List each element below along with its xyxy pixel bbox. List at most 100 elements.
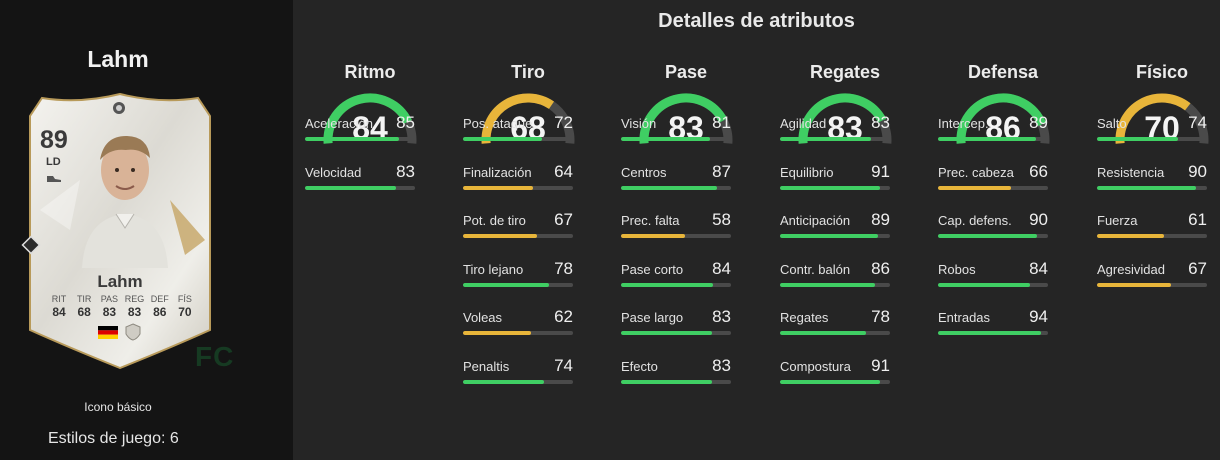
attribute-value: 89	[871, 210, 890, 229]
card-stat-label: TIR	[76, 294, 92, 304]
attribute-row: Compostura 91	[780, 356, 905, 389]
gauge-fill	[639, 93, 728, 144]
card-stats: RIT 84 TIR 68 PAS 83 REG 83 DEF 86 FÍS 7…	[48, 294, 196, 319]
card-stat: DEF 86	[149, 294, 171, 319]
attribute-name: Equilibrio	[780, 164, 834, 180]
attribute-bar-fill	[938, 185, 1011, 190]
attribute-value: 67	[1188, 258, 1207, 278]
attribute-bar-track	[938, 282, 1048, 287]
card-stat-value: 83	[127, 305, 142, 319]
attribute-bar-track	[621, 282, 731, 287]
attribute-value: 86	[871, 258, 890, 278]
attribute-row: Tiro lejano 78	[463, 259, 588, 292]
attribute-bar-track	[621, 379, 731, 384]
attribute-bar-track	[780, 185, 890, 190]
gauge-fill	[798, 93, 887, 144]
attribute-value: 83	[712, 307, 731, 326]
card-player-name: Lahm	[97, 272, 143, 291]
attribute-name: Intercep.	[938, 116, 989, 131]
germany-flag-icon	[98, 326, 118, 339]
attribute-bar-fill	[463, 331, 532, 335]
attribute-bar-track	[938, 331, 1048, 335]
category-gauge	[956, 93, 1050, 144]
gauge-fill	[956, 93, 1047, 144]
attribute-row: Velocidad 83	[305, 162, 430, 195]
attribute-bar-track	[1097, 234, 1207, 238]
attribute-row: Resistencia 90	[1097, 162, 1220, 195]
attribute-value: 89	[1029, 113, 1048, 132]
attribute-value: 74	[1188, 113, 1207, 132]
attribute-name: Penaltis	[463, 358, 510, 374]
gauge-fill	[323, 93, 412, 144]
card-stat: TIR 68	[73, 294, 95, 319]
attribute-value: 58	[712, 210, 731, 229]
attribute-value: 62	[554, 307, 573, 326]
attribute-bar-track	[463, 137, 573, 141]
attribute-row: Cap. defens. 90	[938, 210, 1063, 243]
card-rating: 89	[40, 126, 68, 154]
attribute-bar-track	[463, 331, 573, 335]
attribute-bar-track	[938, 185, 1048, 190]
attribute-row: Aceleración 85	[305, 113, 430, 146]
attribute-bar-fill	[621, 282, 714, 287]
attribute-bar-fill	[463, 282, 549, 287]
attribute-value: 72	[554, 113, 573, 132]
attribute-bar-fill	[938, 282, 1031, 287]
attribute-row: Centros 87	[621, 162, 746, 195]
attribute-value: 66	[1029, 161, 1048, 181]
attribute-row: Pot. de tiro 67	[463, 210, 588, 243]
attribute-bar-track	[463, 282, 573, 287]
card-version-label: Icono básico	[84, 400, 152, 414]
player-card[interactable]: 89 LD Lahm RIT 84 TIR 68	[20, 90, 220, 372]
attribute-bar-fill	[780, 234, 878, 238]
attribute-row: Visión 81	[621, 113, 746, 146]
attribute-name: Prec. falta	[621, 213, 680, 228]
category-gauge	[323, 93, 417, 144]
attribute-row: Voleas 62	[463, 307, 588, 340]
attribute-name: Anticipación	[780, 213, 851, 228]
attribute-bar-fill	[780, 185, 881, 190]
attribute-bar-track	[780, 137, 890, 141]
attribute-value: 67	[554, 210, 573, 229]
card-position: LD	[46, 156, 61, 168]
card-stat-value: 84	[52, 305, 66, 319]
attribute-value: 85	[396, 113, 415, 132]
attribute-name: Fuerza	[1097, 213, 1138, 228]
attribute-row: Agilidad 83	[780, 113, 905, 146]
attribute-bar-track	[305, 185, 415, 190]
card-stat-label: RIT	[51, 294, 67, 304]
attribute-bar-fill	[305, 137, 399, 141]
attribute-value: 64	[554, 161, 573, 181]
watermark-logo: FC	[195, 341, 235, 372]
attribute-name: Cap. defens.	[938, 213, 1012, 228]
card-stat: FÍS 70	[174, 294, 196, 319]
attribute-value: 84	[712, 258, 731, 278]
attribute-bar-fill	[780, 379, 881, 384]
boot-icon	[47, 176, 61, 182]
attribute-name: Pos. ataque	[463, 116, 533, 131]
attribute-name: Finalización	[463, 164, 532, 180]
player-name: Lahm	[87, 46, 149, 72]
attribute-row: Pase largo 83	[621, 307, 746, 340]
attribute-value: 83	[871, 113, 890, 132]
attribute-name: Visión	[621, 116, 657, 131]
attribute-bar-track	[780, 282, 890, 287]
category-name: Pase	[664, 62, 708, 82]
attribute-row: Finalización 64	[463, 161, 588, 195]
attribute-bar-fill	[463, 234, 537, 238]
attribute-name: Efecto	[621, 358, 658, 374]
attribute-value: 81	[712, 113, 731, 132]
attribute-name: Contr. balón	[780, 261, 851, 277]
icon-badge-icon	[125, 323, 141, 341]
attribute-bar-track	[621, 185, 731, 190]
attribute-bar-track	[621, 234, 731, 238]
attribute-bar-track	[463, 185, 573, 190]
gauge-fill	[481, 93, 555, 144]
category-name: Ritmo	[344, 62, 396, 82]
section-title: Detalles de atributos	[658, 10, 855, 32]
attribute-bar-fill	[1097, 234, 1165, 238]
attribute-bar-track	[1097, 282, 1207, 287]
attribute-value: 74	[554, 355, 573, 375]
attribute-value: 90	[1029, 210, 1048, 229]
attribute-row: Equilibrio 91	[780, 162, 905, 195]
